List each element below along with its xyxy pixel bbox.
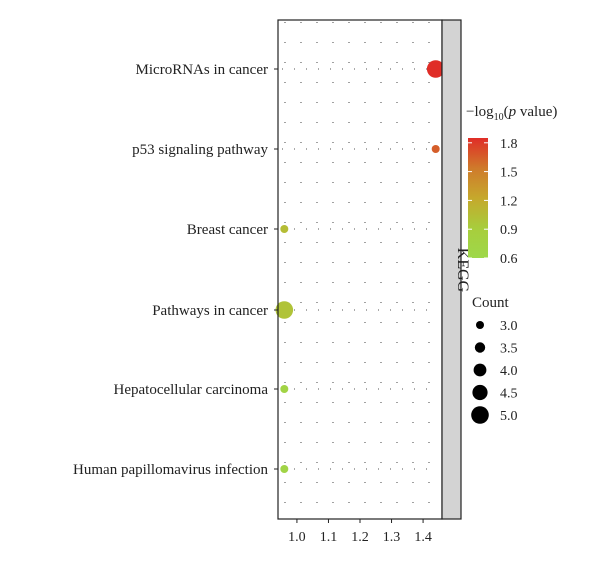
size-legend-label: 4.0	[500, 364, 518, 379]
grid-lines	[282, 22, 438, 517]
colorbar-tick-label: 1.2	[500, 194, 518, 209]
data-point	[275, 301, 294, 319]
colorbar-tick-label: 0.6	[500, 252, 518, 267]
size-legend: Count 3.0 3.5 4.0 4.5 5.0	[471, 295, 518, 424]
x-tick-label: 1.2	[351, 530, 369, 545]
x-tick-label: 1.4	[414, 530, 432, 545]
y-axis-label: p53 signaling pathway	[132, 142, 268, 158]
y-axis-label: MicroRNAs in cancer	[136, 62, 268, 78]
colorbar-tick-label: 1.5	[500, 166, 518, 181]
size-legend-dot	[474, 342, 486, 353]
size-legend-dot	[473, 363, 487, 377]
size-legend-dot	[472, 384, 488, 401]
data-point	[426, 60, 445, 78]
size-legend-label: 3.5	[500, 342, 518, 357]
size-legend-label: 3.0	[500, 319, 518, 334]
x-tick-label: 1.3	[383, 530, 401, 545]
facet-strip-label: KEGG	[454, 248, 471, 293]
data-point	[280, 225, 289, 233]
colorbar-ticks: 1.8 1.5 1.2 0.9 0.6	[468, 137, 518, 267]
colorbar-tick-label: 1.8	[500, 137, 518, 152]
plot-panel-border	[277, 19, 443, 520]
data-point	[280, 465, 289, 473]
y-axis-label: Pathways in cancer	[152, 303, 268, 319]
x-tick-label: 1.0	[288, 530, 306, 545]
x-axis-ticks: 1.0 1.1 1.2 1.3 1.4	[288, 519, 432, 545]
size-legend-label: 5.0	[500, 409, 518, 424]
y-axis-labels: MicroRNAs in cancer p53 signaling pathway…	[73, 62, 278, 478]
x-tick-label: 1.1	[320, 530, 338, 545]
size-legend-dot	[471, 406, 489, 424]
colorbar-tick-label: 0.9	[500, 223, 518, 238]
size-legend-items: 3.0 3.5 4.0 4.5 5.0	[471, 319, 518, 424]
color-legend: −log10(p value) 1.8 1.5 1.2 0.9 0.6	[466, 104, 557, 267]
size-legend-label: 4.5	[500, 387, 518, 402]
y-axis-label: Hepatocellular carcinoma	[114, 382, 269, 398]
y-axis-label: Human papillomavirus infection	[73, 462, 268, 478]
y-axis-label: Breast cancer	[187, 222, 268, 238]
colorbar	[468, 138, 488, 258]
data-points	[275, 60, 445, 473]
data-point	[431, 145, 440, 153]
size-legend-title: Count	[472, 295, 510, 311]
data-point	[280, 385, 289, 393]
color-legend-title: −log10(p value)	[466, 104, 557, 123]
size-legend-dot	[476, 321, 484, 329]
facet-strip	[441, 19, 462, 520]
